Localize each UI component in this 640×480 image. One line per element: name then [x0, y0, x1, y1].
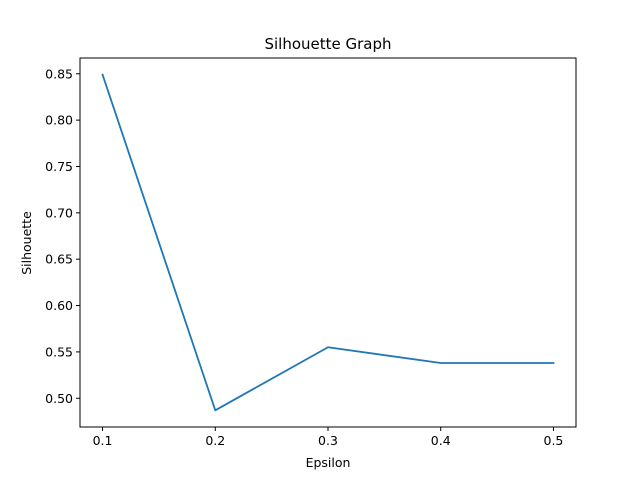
y-tick-label: 0.75: [45, 159, 73, 174]
x-tick-label: 0.3: [318, 433, 338, 448]
series-layer: [101, 73, 555, 412]
chart-title: Silhouette Graph: [264, 35, 391, 53]
y-tick-label: 0.50: [45, 391, 73, 406]
series-line: [101, 73, 555, 412]
y-tick-label: 0.80: [45, 113, 73, 128]
y-axis-label: Silhouette: [19, 211, 34, 275]
x-tick-label: 0.2: [205, 433, 225, 448]
y-axis-ticks: 0.50 0.55 0.60 0.65 0.70 0.75 0.80 0.85: [45, 66, 80, 406]
x-axis-ticks: 0.1 0.2 0.3 0.4 0.5: [93, 427, 564, 448]
x-tick-label: 0.5: [544, 433, 564, 448]
x-tick-label: 0.4: [431, 433, 451, 448]
y-tick-label: 0.65: [45, 252, 73, 267]
y-tick-label: 0.70: [45, 205, 73, 220]
x-axis-label: Epsilon: [306, 455, 351, 470]
plot-area-frame: [79, 57, 577, 428]
y-tick-label: 0.55: [45, 344, 73, 359]
y-tick-label: 0.85: [45, 66, 73, 81]
x-tick-label: 0.1: [93, 433, 113, 448]
y-tick-label: 0.60: [45, 298, 73, 313]
